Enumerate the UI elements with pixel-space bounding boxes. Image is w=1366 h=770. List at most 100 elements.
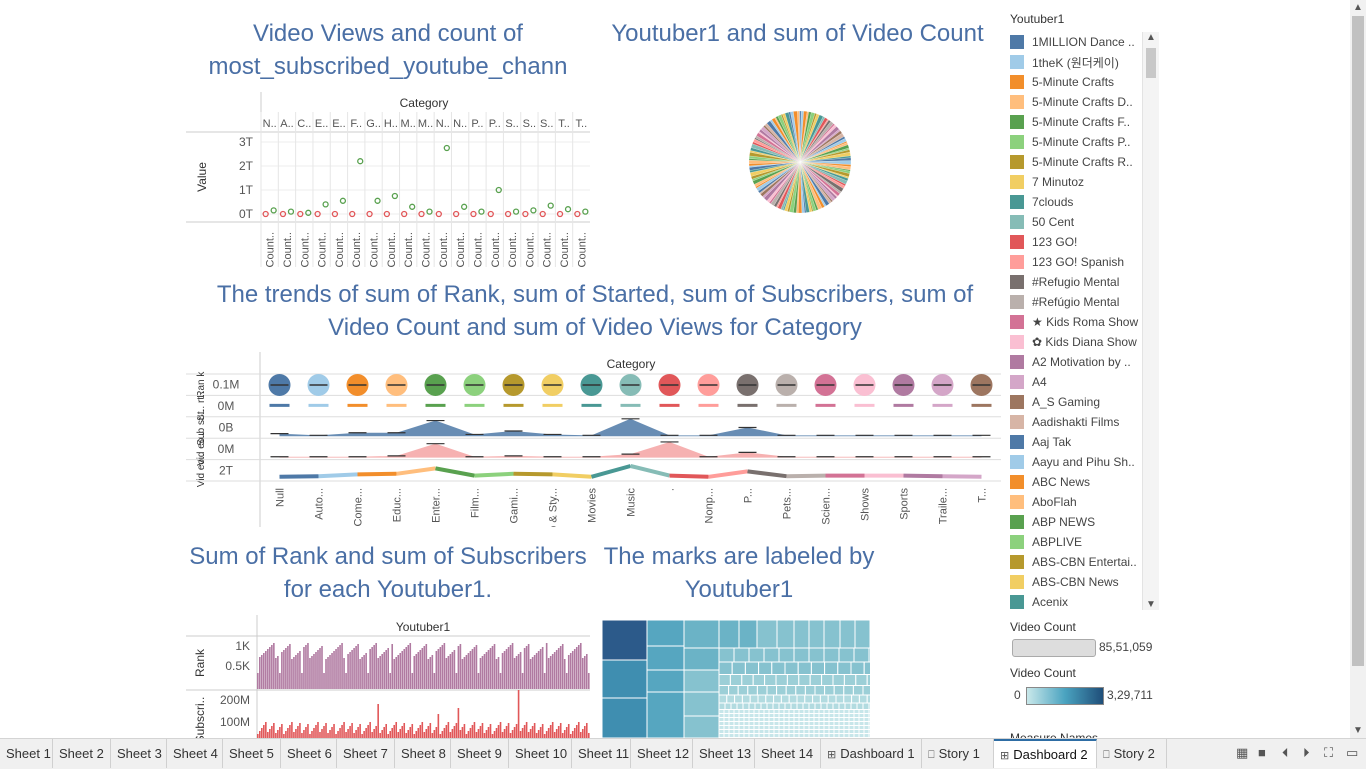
legend-item[interactable]: 1theK (원더케이) — [1010, 52, 1142, 72]
treemap-cell[interactable] — [813, 713, 820, 718]
legend-item[interactable]: ✿ Kids Diana Show — [1010, 332, 1142, 352]
chart4-rank-bar[interactable] — [465, 655, 468, 689]
treemap-cell[interactable] — [848, 709, 855, 714]
chart4-subs-bar[interactable] — [261, 728, 263, 738]
chart4-rank-bar[interactable] — [415, 654, 418, 689]
chart4-rank-bar[interactable] — [441, 645, 444, 689]
chart1-point-views[interactable] — [495, 186, 502, 194]
chart4-subs-bar[interactable] — [555, 729, 558, 738]
pie-slice[interactable] — [797, 110, 801, 163]
treemap-cell[interactable] — [848, 729, 855, 734]
chart4-rank-bar[interactable] — [373, 645, 375, 689]
chart4-rank-bar[interactable] — [477, 673, 480, 689]
tab-sheet-6[interactable]: Sheet 6 — [281, 739, 337, 768]
chart4-rank-bar[interactable] — [581, 658, 584, 689]
treemap-cell[interactable] — [743, 725, 750, 730]
chart4-rank-bar[interactable] — [579, 643, 582, 689]
treemap-cell[interactable] — [778, 702, 786, 710]
chart3-views-segment[interactable] — [590, 464, 632, 479]
treemap-cell[interactable] — [823, 709, 830, 714]
chart4-subs-bar[interactable] — [351, 723, 353, 738]
chart4-rank-bar[interactable] — [565, 673, 568, 689]
chart4-subs-bar[interactable] — [269, 729, 271, 738]
treemap-cell[interactable] — [683, 715, 720, 738]
treemap-cell[interactable] — [835, 694, 845, 704]
treemap-cell[interactable] — [743, 721, 750, 726]
treemap-cell[interactable] — [733, 721, 740, 726]
legend-item[interactable]: 123 GO! — [1010, 232, 1142, 252]
treemap-cell[interactable] — [843, 737, 850, 739]
chart3-views-segment[interactable] — [357, 471, 397, 477]
treemap-cell[interactable] — [743, 717, 750, 722]
chart4-subs-bar[interactable] — [479, 726, 482, 738]
chart4-rank-bar[interactable] — [367, 673, 369, 689]
chart4-subs-bar[interactable] — [461, 727, 464, 738]
chart4-rank-bar[interactable] — [295, 655, 297, 689]
chart4-subs-bar[interactable] — [281, 724, 283, 738]
treemap-cell[interactable] — [797, 661, 812, 675]
treemap-cell[interactable] — [752, 674, 766, 686]
treemap-cell[interactable] — [814, 685, 826, 696]
chart4-rank-bar[interactable] — [337, 647, 339, 689]
chart4-rank-bar[interactable] — [393, 659, 396, 689]
treemap-cell[interactable] — [646, 620, 685, 647]
chart4-rank-bar[interactable] — [397, 655, 400, 689]
treemap-cell[interactable] — [786, 674, 800, 686]
chart4-rank-bar[interactable] — [347, 654, 349, 689]
treemap-cell[interactable] — [863, 661, 870, 675]
chart4-subs-bar[interactable] — [405, 733, 408, 738]
treemap-cell[interactable] — [753, 717, 760, 722]
treemap-cell[interactable] — [748, 702, 756, 710]
chart3-views-segment[interactable] — [903, 473, 943, 479]
treemap-cell[interactable] — [833, 725, 840, 730]
prev-sheet-icon[interactable]: ⏴ — [1282, 745, 1289, 760]
chart1-point-count[interactable] — [522, 210, 529, 218]
treemap-cell[interactable] — [804, 694, 814, 704]
treemap-cell[interactable] — [758, 729, 765, 734]
chart4-rank-bar[interactable] — [283, 650, 285, 689]
treemap-cell[interactable] — [768, 733, 775, 738]
chart4-subs-bar[interactable] — [305, 727, 307, 738]
treemap-cell[interactable] — [837, 661, 852, 675]
chart4-subs-bar[interactable] — [471, 725, 474, 738]
chart4-subs-bar[interactable] — [583, 726, 586, 738]
chart4-rank-bar[interactable] — [389, 673, 392, 689]
tab-dashboard-1[interactable]: ⊞ Dashboard 1 — [821, 739, 922, 768]
chart3-views-segment[interactable] — [318, 472, 358, 479]
treemap-cell[interactable] — [793, 620, 810, 649]
treemap-cell[interactable] — [749, 694, 759, 704]
chart4-subs-bar[interactable] — [451, 729, 454, 738]
treemap-cell[interactable] — [858, 717, 865, 722]
chart4-rank-bar[interactable] — [297, 653, 299, 689]
chart4-rank-bar[interactable] — [535, 653, 538, 689]
treemap-cell[interactable] — [833, 713, 840, 718]
chart1-point-views[interactable] — [409, 203, 416, 210]
treemap-cell[interactable] — [741, 674, 754, 686]
treemap-cell[interactable] — [808, 702, 816, 710]
chart4-rank-bar[interactable] — [411, 673, 414, 689]
treemap-cell[interactable] — [718, 737, 725, 739]
treemap-cell[interactable] — [793, 713, 800, 718]
treemap-cell[interactable] — [602, 697, 648, 738]
chart1-point-views[interactable] — [374, 197, 381, 204]
treemap-cell[interactable] — [733, 713, 740, 718]
treemap-cell[interactable] — [818, 725, 825, 730]
chart4-rank-bar[interactable] — [343, 658, 345, 689]
treemap-cell[interactable] — [863, 725, 870, 730]
treemap-cell[interactable] — [744, 661, 760, 675]
chart4-rank-bar[interactable] — [421, 648, 424, 689]
chart1-point-views[interactable] — [391, 192, 399, 200]
chart4-rank-bar[interactable] — [487, 650, 490, 689]
chart3-trends[interactable]: Category 0.1M Ran k 0M St.. rt.. 0B Sub sc.. 0M… — [186, 352, 1001, 557]
treemap-cell[interactable] — [778, 737, 785, 739]
treemap-cell[interactable] — [858, 721, 865, 726]
chart4-subs-bar[interactable] — [525, 722, 528, 738]
treemap-cell[interactable] — [733, 709, 740, 714]
treemap-cell[interactable] — [738, 721, 745, 726]
chart3-views-segment[interactable] — [435, 466, 475, 478]
scroll-down-icon[interactable]: ▼ — [1146, 599, 1156, 610]
treemap-cell[interactable] — [863, 721, 870, 726]
chart4-rank-bar[interactable] — [379, 656, 381, 689]
treemap-cell[interactable] — [728, 721, 735, 726]
chart3-views-segment[interactable] — [474, 471, 514, 478]
